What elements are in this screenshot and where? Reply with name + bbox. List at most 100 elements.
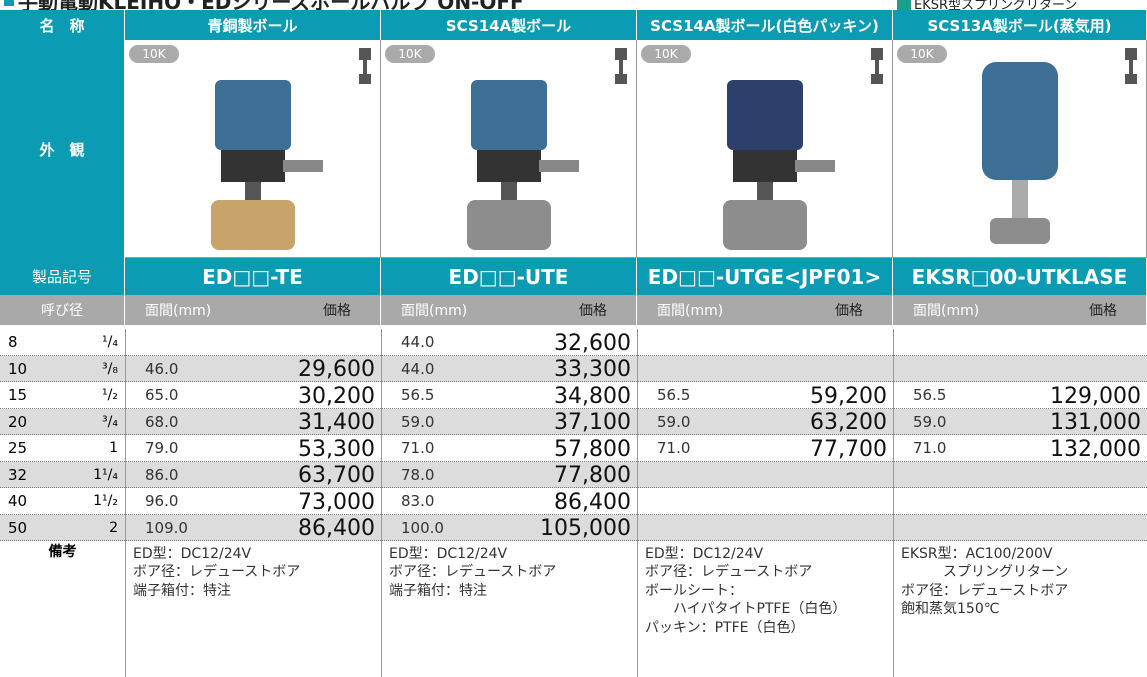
price: 77,800 <box>554 463 631 489</box>
product-code: EKSR□00-UTKLASE <box>893 258 1147 295</box>
price: 63,200 <box>810 410 887 436</box>
label-cell: 名 称 <box>0 10 125 40</box>
label-cell: 製品記号 <box>0 258 125 295</box>
size-dn: 20 <box>8 412 28 431</box>
remark-line: パッキン：PTFE（白色） <box>645 619 805 636</box>
size-inch: ³/₄ <box>102 413 118 430</box>
col-line <box>893 514 894 541</box>
badge: 10K <box>129 45 179 63</box>
price: 33,300 <box>554 357 631 383</box>
remark-line: ED型：DC12/24V <box>389 545 508 562</box>
remark-line: スプリングリターン <box>901 564 1069 580</box>
col-line <box>381 541 382 677</box>
face-to-face: 59.0 <box>657 412 691 431</box>
sub-header-bg <box>381 295 637 325</box>
face-to-face: 59.0 <box>913 412 947 431</box>
row-bg <box>0 329 1147 356</box>
price: 86,400 <box>298 516 375 542</box>
face-to-face: 59.0 <box>401 412 435 431</box>
size-inch: ¹/₂ <box>102 387 118 404</box>
col-line <box>381 435 382 462</box>
column-name: SCS14A製ボール <box>381 10 637 40</box>
sub-header: 価格 <box>835 303 863 319</box>
price: 37,100 <box>554 410 631 436</box>
label-cell: 備考 <box>48 544 77 560</box>
face-to-face: 46.0 <box>145 359 179 378</box>
face-to-face: 56.5 <box>401 386 435 405</box>
face-to-face: 71.0 <box>401 439 435 458</box>
col-line <box>893 329 894 356</box>
size-inch: 2 <box>109 519 118 536</box>
price: 129,000 <box>1050 383 1141 409</box>
remark-line: ハイパタイトPTFE（白色） <box>645 601 847 617</box>
product-code: ED□□-UTGE<JPF01> <box>637 258 893 295</box>
size-dn: 10 <box>8 359 28 378</box>
remark-line: ボア径：レデューストボア <box>645 564 813 580</box>
sub-header: 面間(mm) <box>401 303 468 319</box>
size-inch: 1¹/₄ <box>93 466 118 483</box>
col-line <box>381 488 382 515</box>
price: 73,000 <box>298 489 375 515</box>
face-to-face: 83.0 <box>401 492 435 511</box>
col-line <box>893 408 894 435</box>
col-line <box>893 382 894 409</box>
price: 31,400 <box>298 410 375 436</box>
remark-line: ボア径：レデューストボア <box>133 564 301 580</box>
note-mark <box>897 0 911 10</box>
sub-header-bg <box>637 295 893 325</box>
valve-photo <box>723 48 883 250</box>
row-bg <box>0 488 1147 515</box>
col-line <box>893 488 894 515</box>
col-line <box>125 408 126 435</box>
col-line <box>637 488 638 515</box>
col-line <box>637 382 638 409</box>
face-to-face: 56.5 <box>657 386 691 405</box>
valve-photo <box>467 48 627 250</box>
col-line <box>893 461 894 488</box>
sub-header-bg <box>125 295 381 325</box>
row-bg <box>0 355 1147 382</box>
row-bg <box>0 382 1147 409</box>
row-bg <box>0 461 1147 488</box>
face-to-face: 44.0 <box>401 359 435 378</box>
col-line <box>893 541 894 677</box>
remark-line: 端子箱付：特注 <box>133 582 231 599</box>
price: 32,600 <box>554 330 631 356</box>
col-line <box>381 408 382 435</box>
face-to-face: 68.0 <box>145 412 179 431</box>
col-line <box>125 382 126 409</box>
sub-header: 面間(mm) <box>145 303 212 319</box>
face-to-face: 109.0 <box>145 518 188 537</box>
badge: 10K <box>897 45 947 63</box>
label-cell: 外 観 <box>0 40 125 258</box>
row-bg <box>0 435 1147 462</box>
size-dn: 40 <box>8 492 28 511</box>
col-line <box>637 461 638 488</box>
size-inch: 1¹/₂ <box>93 493 118 510</box>
price: 59,200 <box>810 383 887 409</box>
column-name: SCS14A製ボール(白色パッキン) <box>637 10 893 40</box>
face-to-face: 100.0 <box>401 518 444 537</box>
price: 132,000 <box>1050 436 1141 462</box>
sub-header: 呼び径 <box>0 295 125 325</box>
face-to-face: 96.0 <box>145 492 179 511</box>
col-line <box>637 329 638 356</box>
face-to-face: 71.0 <box>657 439 691 458</box>
sub-header: 面間(mm) <box>913 303 980 319</box>
valve-photo <box>982 48 1137 244</box>
col-line <box>381 461 382 488</box>
row-bg <box>0 514 1147 541</box>
face-to-face: 71.0 <box>913 439 947 458</box>
price: 86,400 <box>554 489 631 515</box>
badge: 10K <box>641 45 691 63</box>
col-line <box>893 435 894 462</box>
col-line <box>125 435 126 462</box>
col-line <box>381 382 382 409</box>
remark-line: ED型：DC12/24V <box>133 545 252 562</box>
face-to-face: 56.5 <box>913 386 947 405</box>
title: 手動電動KLEIHO・EDシリーズボールバルブ ON-OFF <box>18 0 524 12</box>
remark-line: 端子箱付：特注 <box>389 582 487 599</box>
face-to-face: 78.0 <box>401 465 435 484</box>
col-line <box>637 541 638 677</box>
sub-header: 価格 <box>579 303 607 319</box>
